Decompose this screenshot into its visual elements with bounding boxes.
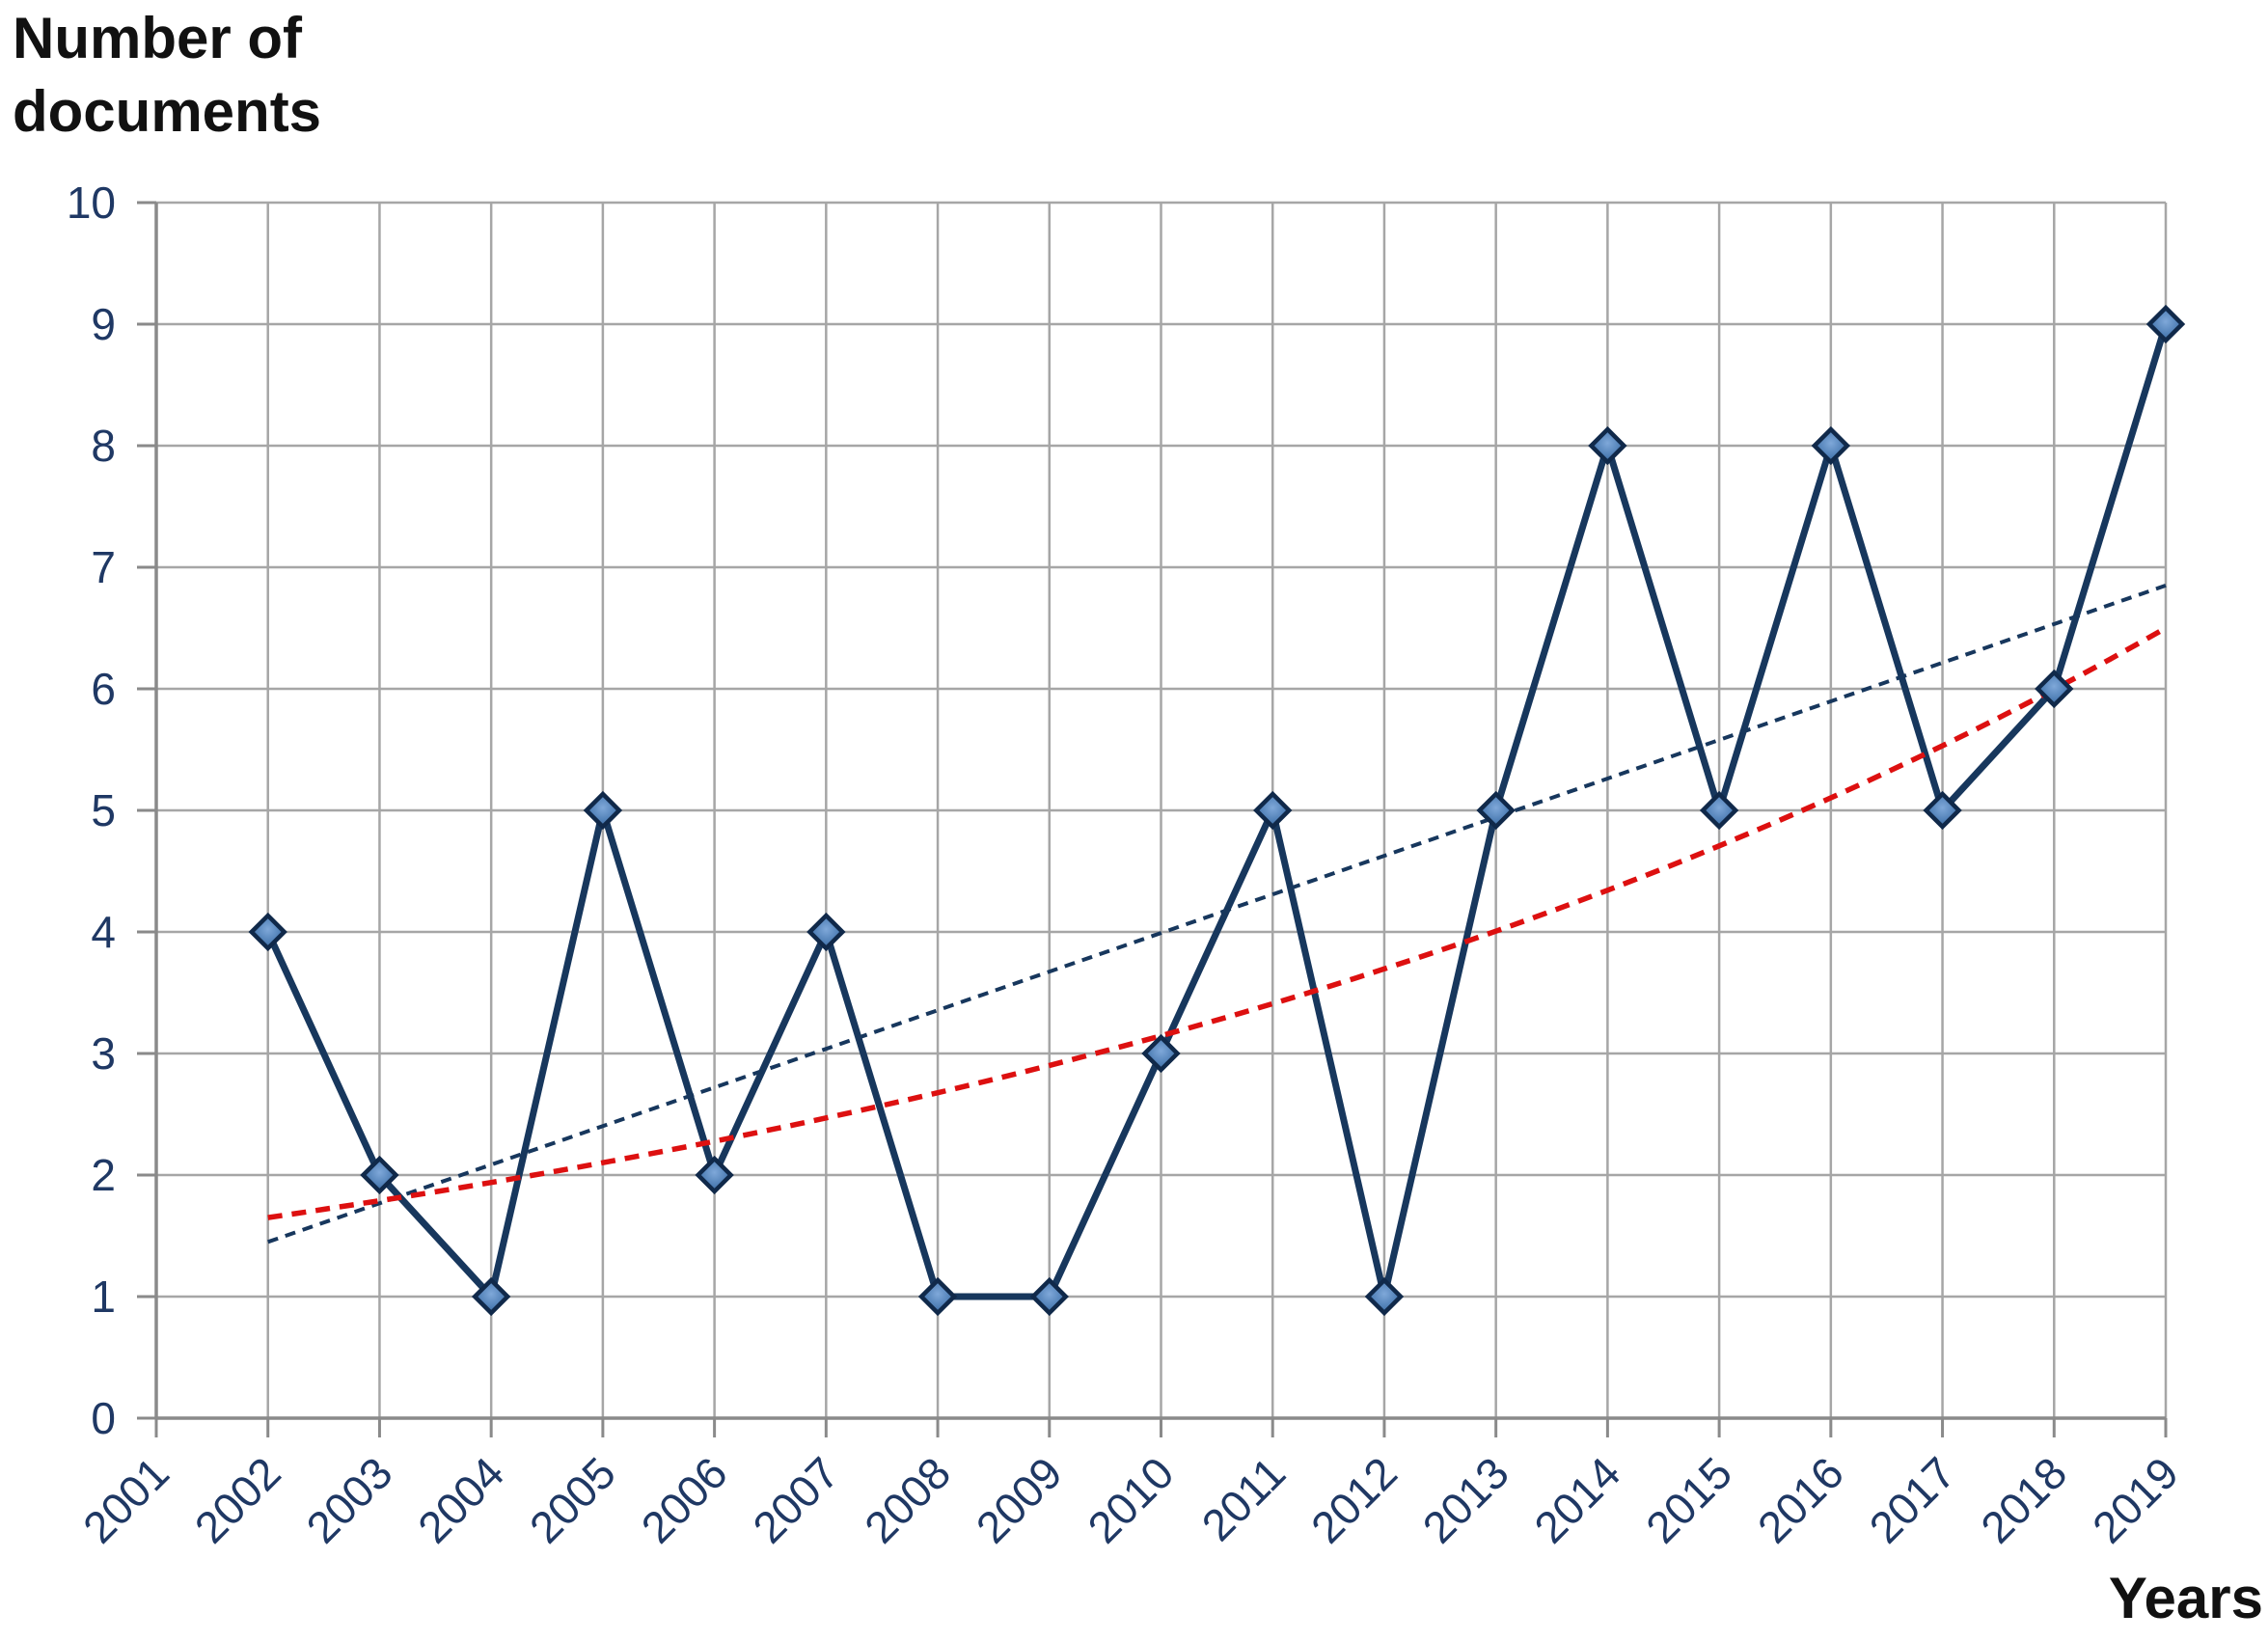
x-tick-label: 2007 bbox=[743, 1447, 848, 1552]
data-point-marker bbox=[2145, 304, 2186, 344]
data-point-marker bbox=[1588, 425, 1627, 466]
exponential-trendline bbox=[267, 625, 2168, 1220]
data-point-marker bbox=[360, 1155, 399, 1195]
data-point-marker bbox=[806, 912, 846, 952]
x-tick-label: 2012 bbox=[1301, 1447, 1407, 1552]
y-tick-label: 6 bbox=[91, 664, 116, 714]
y-tick-label: 0 bbox=[91, 1393, 116, 1443]
x-tick-label: 2003 bbox=[296, 1447, 401, 1552]
x-tick-label: 2017 bbox=[1859, 1447, 1964, 1552]
data-point-marker bbox=[1364, 1276, 1405, 1317]
x-tick-label: 2015 bbox=[1636, 1447, 1741, 1552]
data-point-marker bbox=[2035, 669, 2074, 709]
data-point-marker bbox=[1029, 1276, 1069, 1317]
x-tick-label: 2016 bbox=[1748, 1447, 1853, 1552]
y-tick-label: 3 bbox=[91, 1028, 116, 1079]
x-tick-label: 2001 bbox=[73, 1447, 178, 1552]
y-tick-label: 7 bbox=[91, 542, 116, 592]
x-tick-label: 2004 bbox=[408, 1447, 513, 1552]
series-line bbox=[264, 320, 2170, 1300]
y-tick-label: 2 bbox=[91, 1150, 116, 1200]
y-axis-title: Number of documents bbox=[13, 6, 322, 145]
x-tick-label: 2014 bbox=[1524, 1447, 1629, 1552]
x-tick-label: 2018 bbox=[1971, 1447, 2076, 1552]
data-point-marker bbox=[917, 1276, 958, 1317]
x-tick-label: 2009 bbox=[967, 1447, 1072, 1552]
x-tick-label: 2011 bbox=[1192, 1447, 1296, 1550]
x-tick-label: 2008 bbox=[855, 1447, 960, 1552]
x-tick-label: 2013 bbox=[1413, 1447, 1518, 1552]
data-point-marker bbox=[248, 912, 287, 952]
y-tick-label: 4 bbox=[91, 907, 116, 957]
data-point-marker bbox=[1253, 790, 1293, 831]
data-point-marker bbox=[1476, 790, 1516, 831]
data-point-marker bbox=[1699, 790, 1739, 831]
x-tick-label: 2005 bbox=[520, 1447, 625, 1552]
y-tick-label: 8 bbox=[91, 421, 116, 471]
x-tick-label: 2010 bbox=[1078, 1447, 1183, 1552]
x-tick-label: 2006 bbox=[632, 1447, 737, 1552]
y-tick-label: 10 bbox=[67, 178, 116, 228]
y-tick-label: 5 bbox=[91, 785, 116, 835]
data-point-marker bbox=[1923, 790, 1962, 831]
data-point-marker bbox=[1141, 1033, 1181, 1074]
data-point-marker bbox=[471, 1276, 511, 1317]
data-point-marker bbox=[695, 1155, 734, 1195]
y-tick-label: 1 bbox=[91, 1272, 116, 1322]
x-axis-title: Years bbox=[2108, 1566, 2263, 1630]
x-tick-label: 2002 bbox=[185, 1447, 290, 1552]
data-point-marker bbox=[1811, 425, 1851, 466]
y-tick-label: 9 bbox=[91, 299, 116, 349]
data-point-marker bbox=[583, 790, 623, 831]
linear-trendline bbox=[267, 584, 2167, 1244]
x-tick-label: 2019 bbox=[2083, 1447, 2188, 1552]
